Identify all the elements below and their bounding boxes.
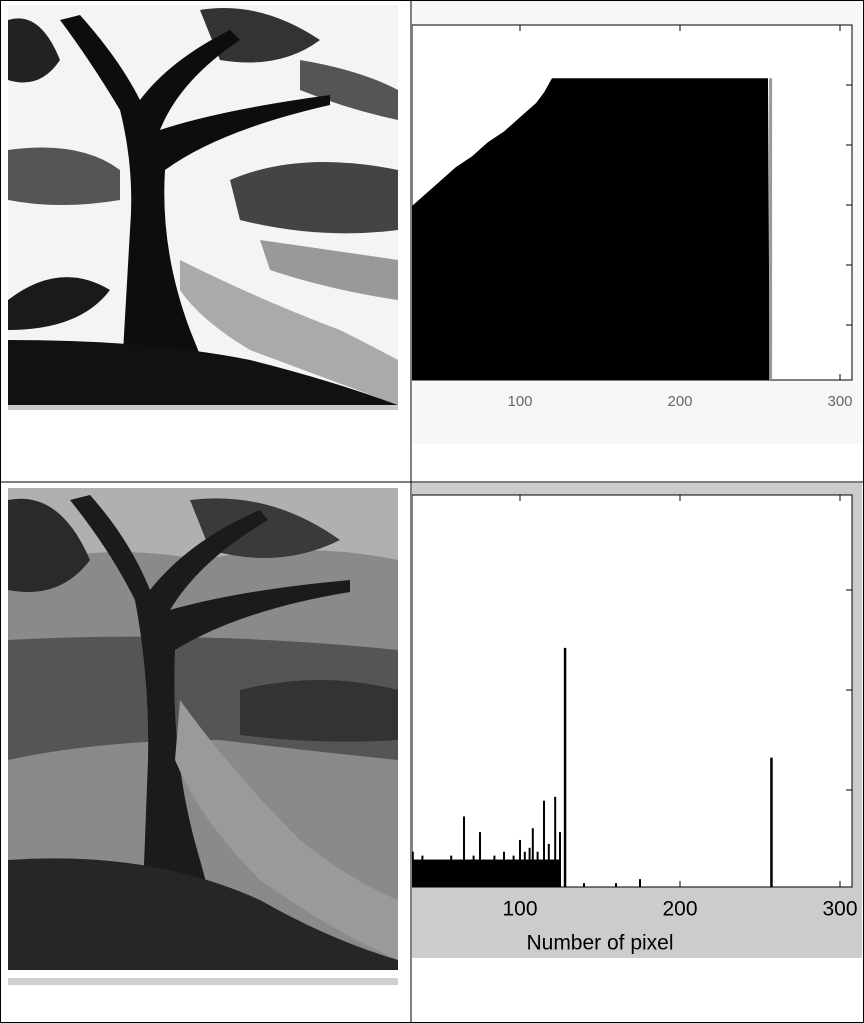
bar: [531, 828, 534, 887]
bar: [463, 816, 465, 887]
bar: [543, 800, 545, 887]
bar: [639, 879, 641, 887]
baseline-fill: [412, 859, 560, 887]
chart-bottom: 100 200 300 Number of pixel: [412, 495, 858, 955]
area: [412, 78, 770, 380]
x-tick-label: 200: [667, 393, 692, 410]
bar: [554, 796, 557, 887]
tree-image-original: [8, 488, 398, 985]
bar: [563, 647, 567, 887]
x-axis-label: Number of pixel: [526, 932, 673, 955]
bar: [770, 757, 773, 887]
x-tick-label: 300: [822, 898, 857, 921]
x-tick-label: 300: [827, 393, 852, 410]
bar: [615, 883, 617, 887]
bar: [583, 883, 585, 887]
x-tick-label: 200: [662, 898, 697, 921]
chart-frame-bottom: [412, 483, 862, 958]
chart-top: 100 200 300: [412, 25, 853, 410]
x-tick-label: 100: [507, 393, 532, 410]
x-tick-label: 100: [502, 898, 537, 921]
tree-image-enhanced: [8, 5, 398, 410]
